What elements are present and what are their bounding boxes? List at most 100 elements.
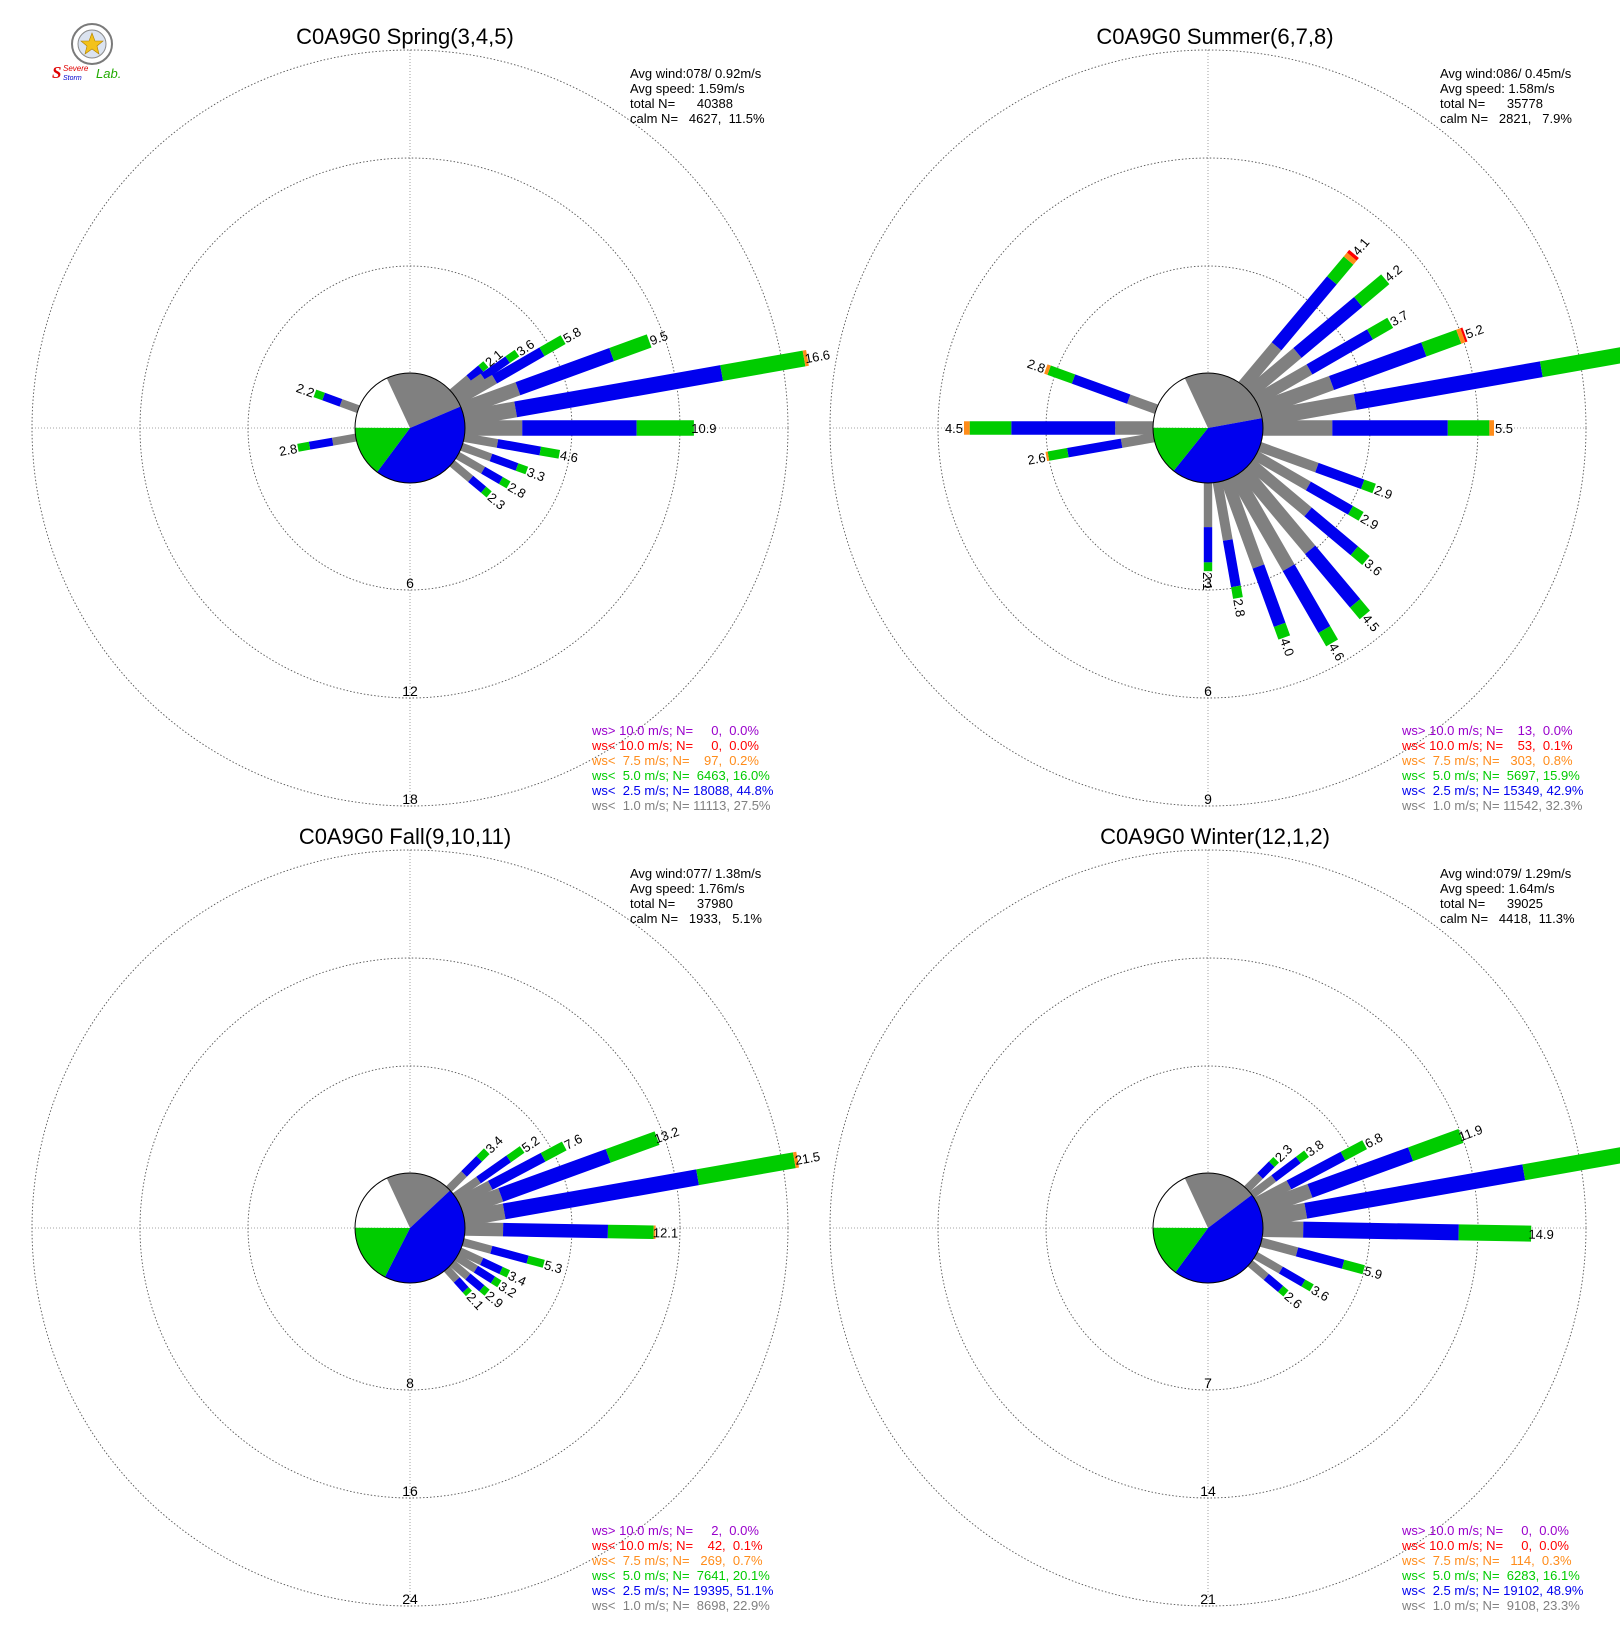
bar-segment [1421, 329, 1462, 357]
bar-segment [466, 365, 484, 382]
grid-ring [31, 849, 789, 1607]
bar-segment [515, 463, 529, 475]
bar-label: 3.4 [506, 1268, 529, 1289]
bar-segment [1257, 1183, 1313, 1217]
bar-segment [1305, 545, 1361, 608]
bar-segment [1271, 276, 1337, 351]
ring-label: 6 [1204, 683, 1212, 699]
windrose-panel: C0A9G0 Winter(12,1,2)714212.33.86.811.92… [829, 824, 1620, 1613]
bar-segment [496, 439, 542, 456]
stats-line: Avg speed: 1.58m/s [1440, 81, 1555, 96]
bar-label: 21.5 [794, 1149, 822, 1168]
bar-segment [449, 375, 472, 396]
bar-segment [476, 1155, 512, 1184]
legend-entry: ws< 1.0 m/s; N= 11113, 27.5% [591, 798, 771, 813]
bar-segment [1220, 477, 1265, 569]
bar-segment [802, 350, 809, 367]
bar-label: 5.5 [1495, 421, 1513, 436]
bar-segment [1295, 1150, 1309, 1164]
bar-segment [1257, 1161, 1275, 1179]
stats-line: calm N= 4627, 11.5% [630, 111, 765, 126]
bar-segment [1246, 348, 1302, 398]
legend-entry: ws< 2.5 m/s; N= 18088, 44.8% [591, 783, 774, 798]
bar-segment [459, 382, 521, 416]
bar-segment [1354, 274, 1390, 307]
grid-ring [31, 49, 789, 807]
bar-segment [1306, 329, 1373, 375]
logo-seal-icon: S Severe Storm Lab. [52, 23, 121, 82]
bar-segment [1318, 626, 1339, 647]
ring-label: 18 [402, 791, 418, 807]
bar-segment [478, 361, 489, 372]
bar-segment [540, 1141, 567, 1162]
calm-circle [354, 372, 466, 484]
legend-entry: ws< 1.0 m/s; N= 9108, 23.3% [1401, 1598, 1580, 1613]
bar-segment [1247, 1260, 1269, 1280]
bar-segment [339, 399, 360, 413]
calm-pie-slice [1153, 1227, 1208, 1273]
legend-entry: ws< 2.5 m/s; N= 15349, 42.9% [1401, 783, 1584, 798]
bar-segment [1367, 317, 1394, 340]
bar-label: 2.8 [278, 441, 298, 459]
bar-segment [480, 356, 510, 381]
bar-segment [502, 1222, 609, 1239]
bar-segment [1304, 1164, 1526, 1219]
bar-segment [462, 1238, 493, 1254]
ring-label: 14 [1200, 1483, 1216, 1499]
bar-segment [1246, 458, 1312, 517]
bar-segment [459, 1188, 504, 1216]
bar-segment [1346, 249, 1359, 261]
legend-entry: ws> 10.0 m/s; N= 0, 0.0% [591, 723, 759, 738]
calm-pie-slice [1153, 427, 1208, 471]
bar-segment [1353, 361, 1543, 410]
bar-segment [1328, 342, 1427, 391]
bar-label: 7.6 [562, 1131, 585, 1153]
bar-segment [452, 373, 486, 400]
bar-segment [1348, 505, 1364, 521]
bar-segment [1327, 256, 1354, 285]
legend-entry: ws< 10.0 m/s; N= 42, 0.1% [591, 1538, 763, 1553]
bar-segment [462, 1287, 472, 1297]
bar-segment [462, 401, 518, 427]
chart-title: C0A9G0 Fall(9,10,11) [299, 824, 511, 849]
chart-title: C0A9G0 Winter(12,1,2) [1100, 824, 1330, 849]
calm-pie-slice [386, 373, 461, 428]
calm-pie-slice [386, 1173, 451, 1228]
calm-pie-slice [384, 1190, 466, 1283]
bar-segment [443, 1266, 460, 1283]
chart-title: C0A9G0 Summer(6,7,8) [1096, 24, 1333, 49]
svg-text:Lab.: Lab. [96, 66, 121, 81]
bar-segment [313, 389, 325, 401]
bar-segment [331, 433, 357, 446]
bar-segment [1231, 585, 1243, 599]
bar-segment [1293, 297, 1363, 358]
grid-ring [829, 849, 1587, 1607]
bar-segment [308, 437, 334, 450]
bar-segment [609, 334, 652, 362]
bar-segment [792, 1151, 800, 1169]
bar-label: 16.6 [804, 347, 832, 366]
bar-segment [1278, 1266, 1306, 1287]
bar-segment [526, 1255, 545, 1268]
stats-line: Avg wind:078/ 0.92m/s [630, 66, 762, 81]
stats-line: calm N= 1933, 5.1% [630, 911, 762, 926]
svg-text:S: S [52, 63, 61, 82]
bar-segment [454, 1253, 478, 1273]
bar-segment [1253, 1252, 1283, 1274]
bar-label: 2.6 [1026, 450, 1046, 468]
bar-segment [464, 1222, 504, 1237]
bar-segment [1254, 1180, 1292, 1207]
bar-label: 3.3 [525, 464, 547, 484]
bar-segment [492, 347, 545, 384]
stats-line: total N= 35778 [1440, 96, 1543, 111]
bar-segment [1301, 1279, 1314, 1292]
bar-segment [297, 441, 311, 452]
bar-segment [322, 392, 343, 407]
bar-segment [1259, 1237, 1299, 1257]
bar-segment [720, 350, 806, 381]
bar-segment [490, 1245, 529, 1264]
bar-segment [1304, 507, 1359, 556]
bar-label: 6.8 [1362, 1130, 1385, 1152]
bar-segment [1360, 479, 1376, 494]
bar-segment [1408, 1129, 1464, 1162]
